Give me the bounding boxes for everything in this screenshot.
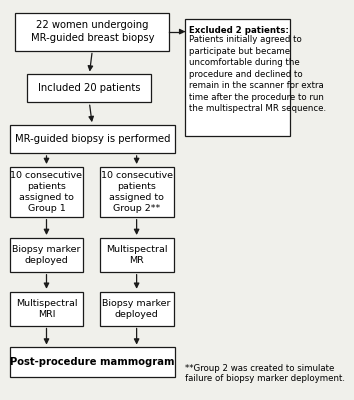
FancyBboxPatch shape: [10, 348, 175, 377]
Text: Multispectral
MR: Multispectral MR: [106, 245, 167, 265]
Text: 10 consecutive
patients
assigned to
Group 1: 10 consecutive patients assigned to Grou…: [11, 171, 82, 213]
FancyBboxPatch shape: [10, 125, 175, 153]
Text: **Group 2 was created to simulate
failure of biopsy marker deployment.: **Group 2 was created to simulate failur…: [185, 364, 346, 383]
FancyBboxPatch shape: [10, 167, 84, 217]
Text: Included 20 patients: Included 20 patients: [38, 83, 141, 93]
FancyBboxPatch shape: [10, 238, 84, 272]
FancyBboxPatch shape: [27, 74, 152, 102]
Text: MR-guided biopsy is performed: MR-guided biopsy is performed: [15, 134, 170, 144]
Text: Biopsy marker
deployed: Biopsy marker deployed: [102, 298, 171, 319]
Text: Multispectral
MRI: Multispectral MRI: [16, 298, 77, 319]
FancyBboxPatch shape: [16, 13, 169, 50]
Text: Patients initially agreed to
participate but became
uncomfortable during the
pro: Patients initially agreed to participate…: [189, 35, 326, 113]
FancyBboxPatch shape: [10, 292, 84, 326]
FancyBboxPatch shape: [185, 19, 290, 136]
Text: 10 consecutive
patients
assigned to
Group 2**: 10 consecutive patients assigned to Grou…: [101, 171, 173, 213]
FancyBboxPatch shape: [100, 167, 173, 217]
Text: Post-procedure mammogram: Post-procedure mammogram: [10, 358, 175, 368]
Text: Biopsy marker
deployed: Biopsy marker deployed: [12, 245, 81, 265]
FancyBboxPatch shape: [100, 238, 173, 272]
FancyBboxPatch shape: [100, 292, 173, 326]
Text: Excluded 2 patients:: Excluded 2 patients:: [189, 26, 289, 35]
Text: 22 women undergoing
MR-guided breast biopsy: 22 women undergoing MR-guided breast bio…: [30, 20, 154, 43]
